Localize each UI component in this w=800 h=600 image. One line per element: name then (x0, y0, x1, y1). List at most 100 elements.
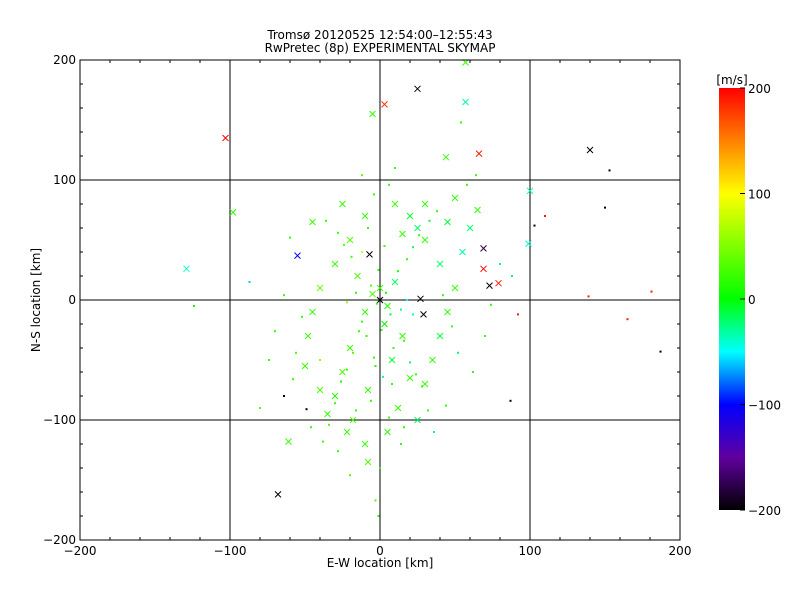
data-point-cross (444, 218, 451, 226)
data-point-dot (259, 407, 261, 409)
data-point-dot (418, 234, 420, 237)
data-point-cross (526, 187, 534, 195)
data-point-cross (285, 438, 292, 445)
data-point-dot (484, 335, 486, 337)
data-point-dot (337, 450, 339, 453)
data-point-cross (369, 290, 376, 298)
data-point-dot (412, 313, 414, 316)
data-point-dot (400, 308, 402, 311)
data-point-dot (391, 383, 393, 385)
data-point-dot (355, 409, 357, 412)
data-point-dot (377, 269, 380, 271)
data-point-cross (339, 200, 346, 208)
data-point-cross (495, 279, 502, 287)
data-point-cross (388, 356, 396, 364)
data-point-cross (451, 284, 459, 292)
data-point-dot (509, 399, 512, 402)
data-point-dot (475, 174, 477, 177)
data-point-cross (316, 386, 324, 394)
data-point-dot (389, 313, 392, 316)
data-point-dot (349, 474, 351, 477)
x-tick-label: −200 (64, 544, 97, 558)
data-point-dot (370, 284, 372, 287)
data-point-dot (374, 499, 377, 502)
data-point-cross (331, 260, 339, 268)
data-point-dot (403, 339, 405, 342)
colorbar-tick-label: 100 (748, 188, 771, 202)
x-tick-label: 0 (376, 544, 384, 558)
data-point-dot (346, 368, 348, 371)
data-point-cross (381, 101, 388, 108)
data-point-cross (444, 308, 451, 316)
data-point-cross (309, 308, 316, 316)
data-point-dot (388, 183, 390, 186)
data-point-dot (289, 236, 291, 239)
data-point-cross (480, 245, 487, 252)
data-point-cross (343, 428, 351, 436)
data-point-cross (376, 296, 384, 304)
data-points (183, 59, 662, 517)
data-point-dot (397, 270, 399, 273)
data-point-cross (391, 278, 399, 286)
data-point-dot (659, 350, 662, 353)
data-point-cross (369, 110, 376, 118)
colorbar-tick-label: 200 (748, 82, 771, 96)
data-point-dot (283, 395, 285, 397)
data-point-cross (459, 248, 466, 256)
data-point-dot (340, 380, 342, 383)
data-point-dot (385, 291, 387, 294)
data-point-cross (391, 200, 399, 208)
data-point-dot (406, 299, 408, 301)
data-point-cross (414, 85, 421, 93)
data-point-dot (373, 356, 375, 359)
data-point-cross (354, 272, 361, 280)
data-point-dot (587, 295, 590, 298)
data-point-dot (334, 402, 336, 405)
data-point-dot (380, 329, 383, 331)
data-point-cross (414, 416, 421, 424)
data-point-dot (394, 167, 396, 169)
data-point-dot (319, 359, 321, 361)
data-point-dot (412, 246, 414, 249)
data-point-cross (361, 308, 369, 316)
colorbar-label: [m/s] (716, 73, 747, 87)
data-point-dot (421, 385, 423, 388)
data-point-dot (343, 243, 345, 246)
data-point-dot (433, 431, 435, 433)
y-axis-label: N-S location [km] (29, 248, 43, 352)
data-point-cross (349, 416, 357, 424)
data-point-dot (499, 263, 501, 265)
data-point-cross (406, 212, 414, 220)
data-point-cross (346, 344, 354, 352)
data-point-cross (417, 295, 424, 303)
data-point-dot (325, 219, 327, 222)
data-point-cross (399, 230, 406, 238)
chart-title: Tromsø 20120525 12:54:00–12:55:43 (266, 28, 492, 42)
data-point-dot (248, 281, 251, 283)
data-point-dot (292, 378, 294, 381)
data-point-cross (274, 491, 282, 498)
data-point-dot (328, 423, 330, 426)
data-point-dot (409, 361, 411, 364)
colorbar-tick-label: 0 (748, 293, 756, 307)
data-point-cross (420, 311, 427, 318)
data-point-cross (406, 374, 414, 382)
data-point-cross (361, 212, 369, 220)
data-point-cross (183, 265, 190, 273)
data-point-dot (650, 290, 653, 293)
data-point-dot (511, 275, 513, 277)
data-point-dot (460, 121, 462, 124)
data-point-cross (436, 260, 444, 268)
data-point-dot (361, 174, 363, 177)
data-point-dot (322, 440, 324, 443)
data-point-dot (415, 373, 417, 376)
data-point-dot (442, 294, 444, 297)
data-point-dot (472, 371, 474, 373)
data-point-cross (421, 200, 429, 208)
data-point-cross (451, 194, 459, 202)
data-point-cross (304, 332, 312, 340)
data-point-dot (361, 320, 363, 323)
data-point-dot (193, 305, 195, 307)
data-point-dot (295, 351, 297, 354)
